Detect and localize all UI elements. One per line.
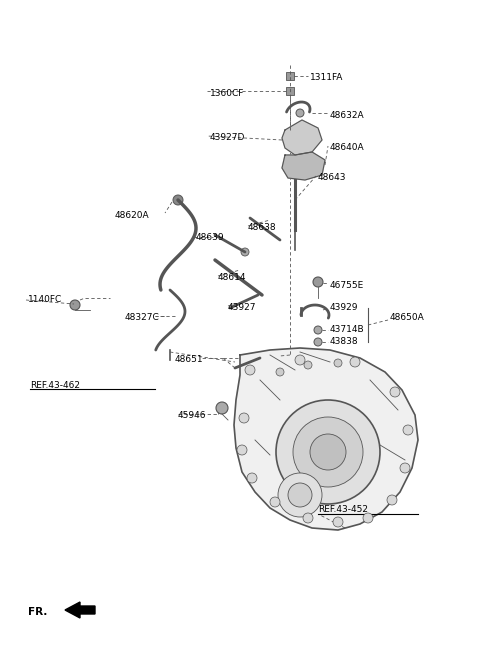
Circle shape — [245, 365, 255, 375]
Circle shape — [216, 402, 228, 414]
Text: 46755E: 46755E — [330, 281, 364, 289]
Polygon shape — [282, 120, 322, 155]
Circle shape — [295, 355, 305, 365]
Circle shape — [390, 387, 400, 397]
Text: 48620A: 48620A — [115, 211, 150, 220]
Circle shape — [241, 248, 249, 256]
Text: 43927: 43927 — [228, 304, 256, 312]
Circle shape — [239, 413, 249, 423]
Text: 43927D: 43927D — [210, 134, 245, 142]
Circle shape — [303, 513, 313, 523]
Circle shape — [304, 361, 312, 369]
Circle shape — [403, 425, 413, 435]
Text: 48643: 48643 — [318, 173, 347, 182]
Circle shape — [237, 445, 247, 455]
Circle shape — [334, 359, 342, 367]
Circle shape — [247, 473, 257, 483]
Circle shape — [288, 483, 312, 507]
Text: 48639: 48639 — [196, 234, 225, 243]
Circle shape — [400, 463, 410, 473]
Circle shape — [173, 195, 183, 205]
Polygon shape — [234, 348, 418, 530]
Text: 48640A: 48640A — [330, 144, 365, 152]
Text: FR.: FR. — [28, 607, 48, 617]
Text: 1140FC: 1140FC — [28, 295, 62, 304]
Text: 43929: 43929 — [330, 304, 359, 312]
Text: 43838: 43838 — [330, 337, 359, 346]
Circle shape — [276, 400, 380, 504]
Circle shape — [310, 434, 346, 470]
Circle shape — [70, 300, 80, 310]
Bar — [286, 72, 294, 80]
Circle shape — [314, 338, 322, 346]
Text: 48650A: 48650A — [390, 314, 425, 323]
Bar — [286, 87, 294, 95]
Polygon shape — [282, 152, 325, 180]
Circle shape — [363, 513, 373, 523]
Text: 45946: 45946 — [178, 411, 206, 419]
Circle shape — [278, 473, 322, 517]
Circle shape — [276, 368, 284, 376]
Text: 48632A: 48632A — [330, 110, 365, 119]
Circle shape — [270, 497, 280, 507]
Text: 43714B: 43714B — [330, 325, 365, 335]
Text: REF.43-452: REF.43-452 — [318, 506, 368, 514]
Circle shape — [387, 495, 397, 505]
Polygon shape — [65, 602, 95, 618]
Text: REF.43-462: REF.43-462 — [30, 380, 80, 390]
Text: 48327C: 48327C — [125, 314, 160, 323]
Circle shape — [293, 417, 363, 487]
Circle shape — [314, 326, 322, 334]
Text: 1360CF: 1360CF — [210, 89, 244, 98]
Text: 48614: 48614 — [218, 274, 247, 283]
Text: 48638: 48638 — [248, 224, 276, 232]
Text: 1311FA: 1311FA — [310, 73, 343, 83]
Circle shape — [333, 517, 343, 527]
Text: 48651: 48651 — [175, 356, 204, 365]
Circle shape — [313, 277, 323, 287]
Circle shape — [350, 357, 360, 367]
Circle shape — [296, 109, 304, 117]
